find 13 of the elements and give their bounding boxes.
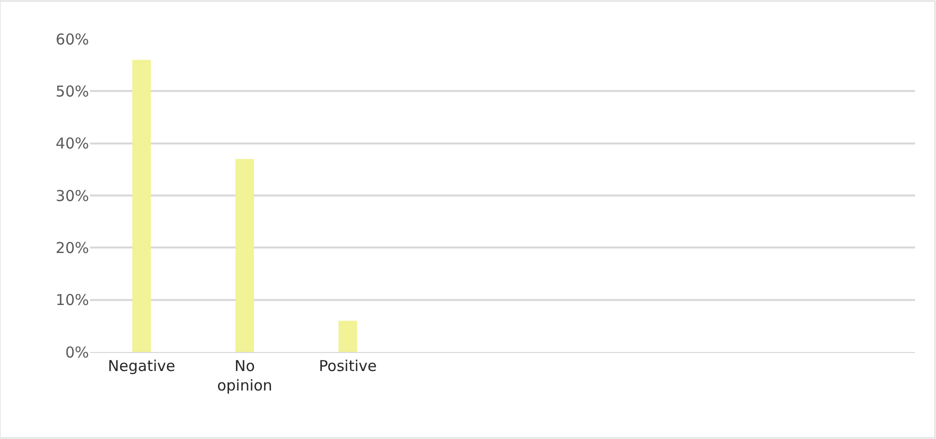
bar <box>132 60 151 352</box>
y-tick-label: 30% <box>56 186 89 205</box>
x-tick-label: Positive <box>318 357 377 375</box>
bar <box>338 320 358 352</box>
y-tick-label: 20% <box>56 238 89 257</box>
y-tick-label: 60% <box>56 30 89 48</box>
y-tick-label: 0% <box>65 343 89 362</box>
x-tick-label: Negative <box>108 357 176 375</box>
y-tick-label: 40% <box>56 134 89 153</box>
x-tick-label: No opinion <box>217 357 272 394</box>
bar <box>235 158 254 352</box>
y-tick-label: 10% <box>56 291 89 310</box>
y-tick-label: 50% <box>56 82 89 100</box>
